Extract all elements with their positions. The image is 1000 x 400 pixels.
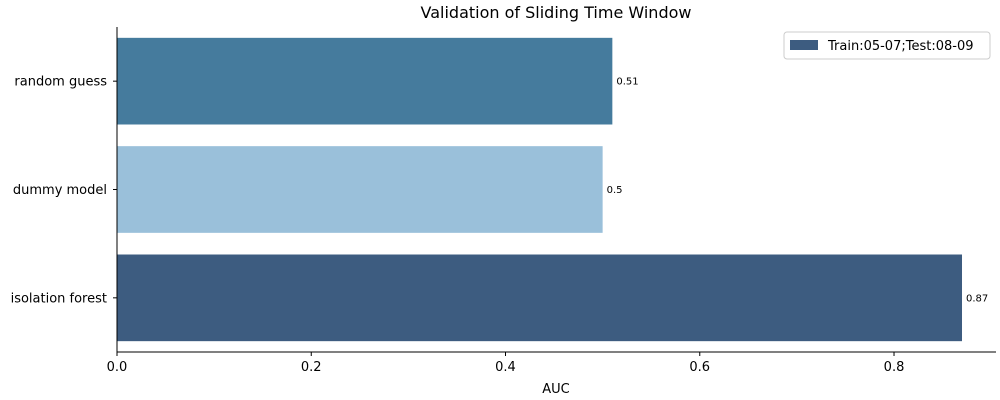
y-tick-label: dummy model — [13, 183, 107, 198]
data-label: 0.87 — [966, 293, 988, 304]
x-tick-label: 0.4 — [495, 360, 516, 375]
bars-layer — [117, 37, 963, 342]
axes-layer: random guess dummy model isolation forest 0… — [11, 27, 996, 375]
x-axis-label: AUC — [542, 382, 570, 397]
data-labels-layer: 0.51 0.5 0.87 — [607, 77, 989, 305]
y-tick-label: random guess — [14, 75, 107, 90]
bar-isolation-forest — [117, 254, 963, 342]
x-tick-label: 0.8 — [884, 360, 905, 375]
x-tick-label: 0.6 — [689, 360, 710, 375]
bar-dummy-model — [117, 146, 603, 233]
x-tick-label: 0.2 — [301, 360, 322, 375]
legend-box — [783, 31, 991, 60]
data-label: 0.5 — [607, 185, 623, 196]
chart-title: Validation of Sliding Time Window — [421, 3, 692, 22]
legend-label: Train:05-07;Test:08-09 — [827, 39, 973, 54]
bar-random-guess — [117, 37, 613, 125]
y-tick-label: isolation forest — [11, 291, 107, 306]
data-label: 0.51 — [616, 77, 638, 88]
legend-swatch — [790, 40, 818, 50]
x-tick-label: 0.0 — [107, 360, 128, 375]
legend: Train:05-07;Test:08-09 — [783, 31, 991, 60]
